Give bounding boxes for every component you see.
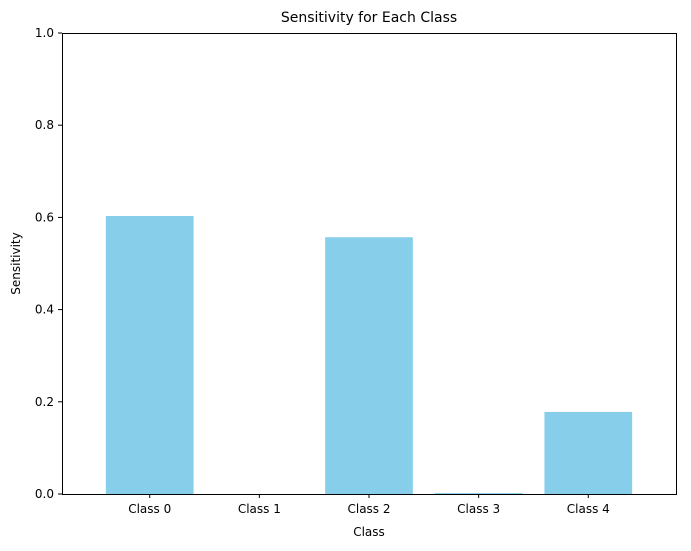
chart-title: Sensitivity for Each Class: [281, 10, 457, 26]
x-tick-label: Class 1: [238, 502, 281, 516]
y-axis-label: Sensitivity: [9, 232, 23, 294]
bar-class-2: [325, 237, 413, 494]
y-tick-label: 0.0: [35, 487, 54, 501]
y-tick-label: 1.0: [35, 26, 54, 40]
bar-class-3: [434, 493, 523, 494]
y-tick-label: 0.2: [35, 395, 54, 409]
x-axis-label: Class: [353, 525, 385, 539]
y-tick-label: 0.8: [35, 118, 54, 132]
y-tick-label: 0.4: [35, 303, 54, 317]
x-tick-label: Class 0: [128, 502, 171, 516]
bar-class-4: [544, 411, 633, 494]
bar-class-0: [105, 216, 194, 494]
y-tick-label: 0.6: [35, 210, 54, 224]
y-axis-ticks: 0.0 0.2 0.4 0.6 0.8 1.0: [35, 26, 62, 501]
x-tick-label: Class 3: [457, 502, 500, 516]
x-tick-label: Class 4: [567, 502, 610, 516]
x-tick-label: Class 2: [347, 502, 390, 516]
bars-group: [105, 216, 633, 494]
x-axis-ticks: Class 0 Class 1 Class 2 Class 3 Class 4: [128, 494, 610, 516]
